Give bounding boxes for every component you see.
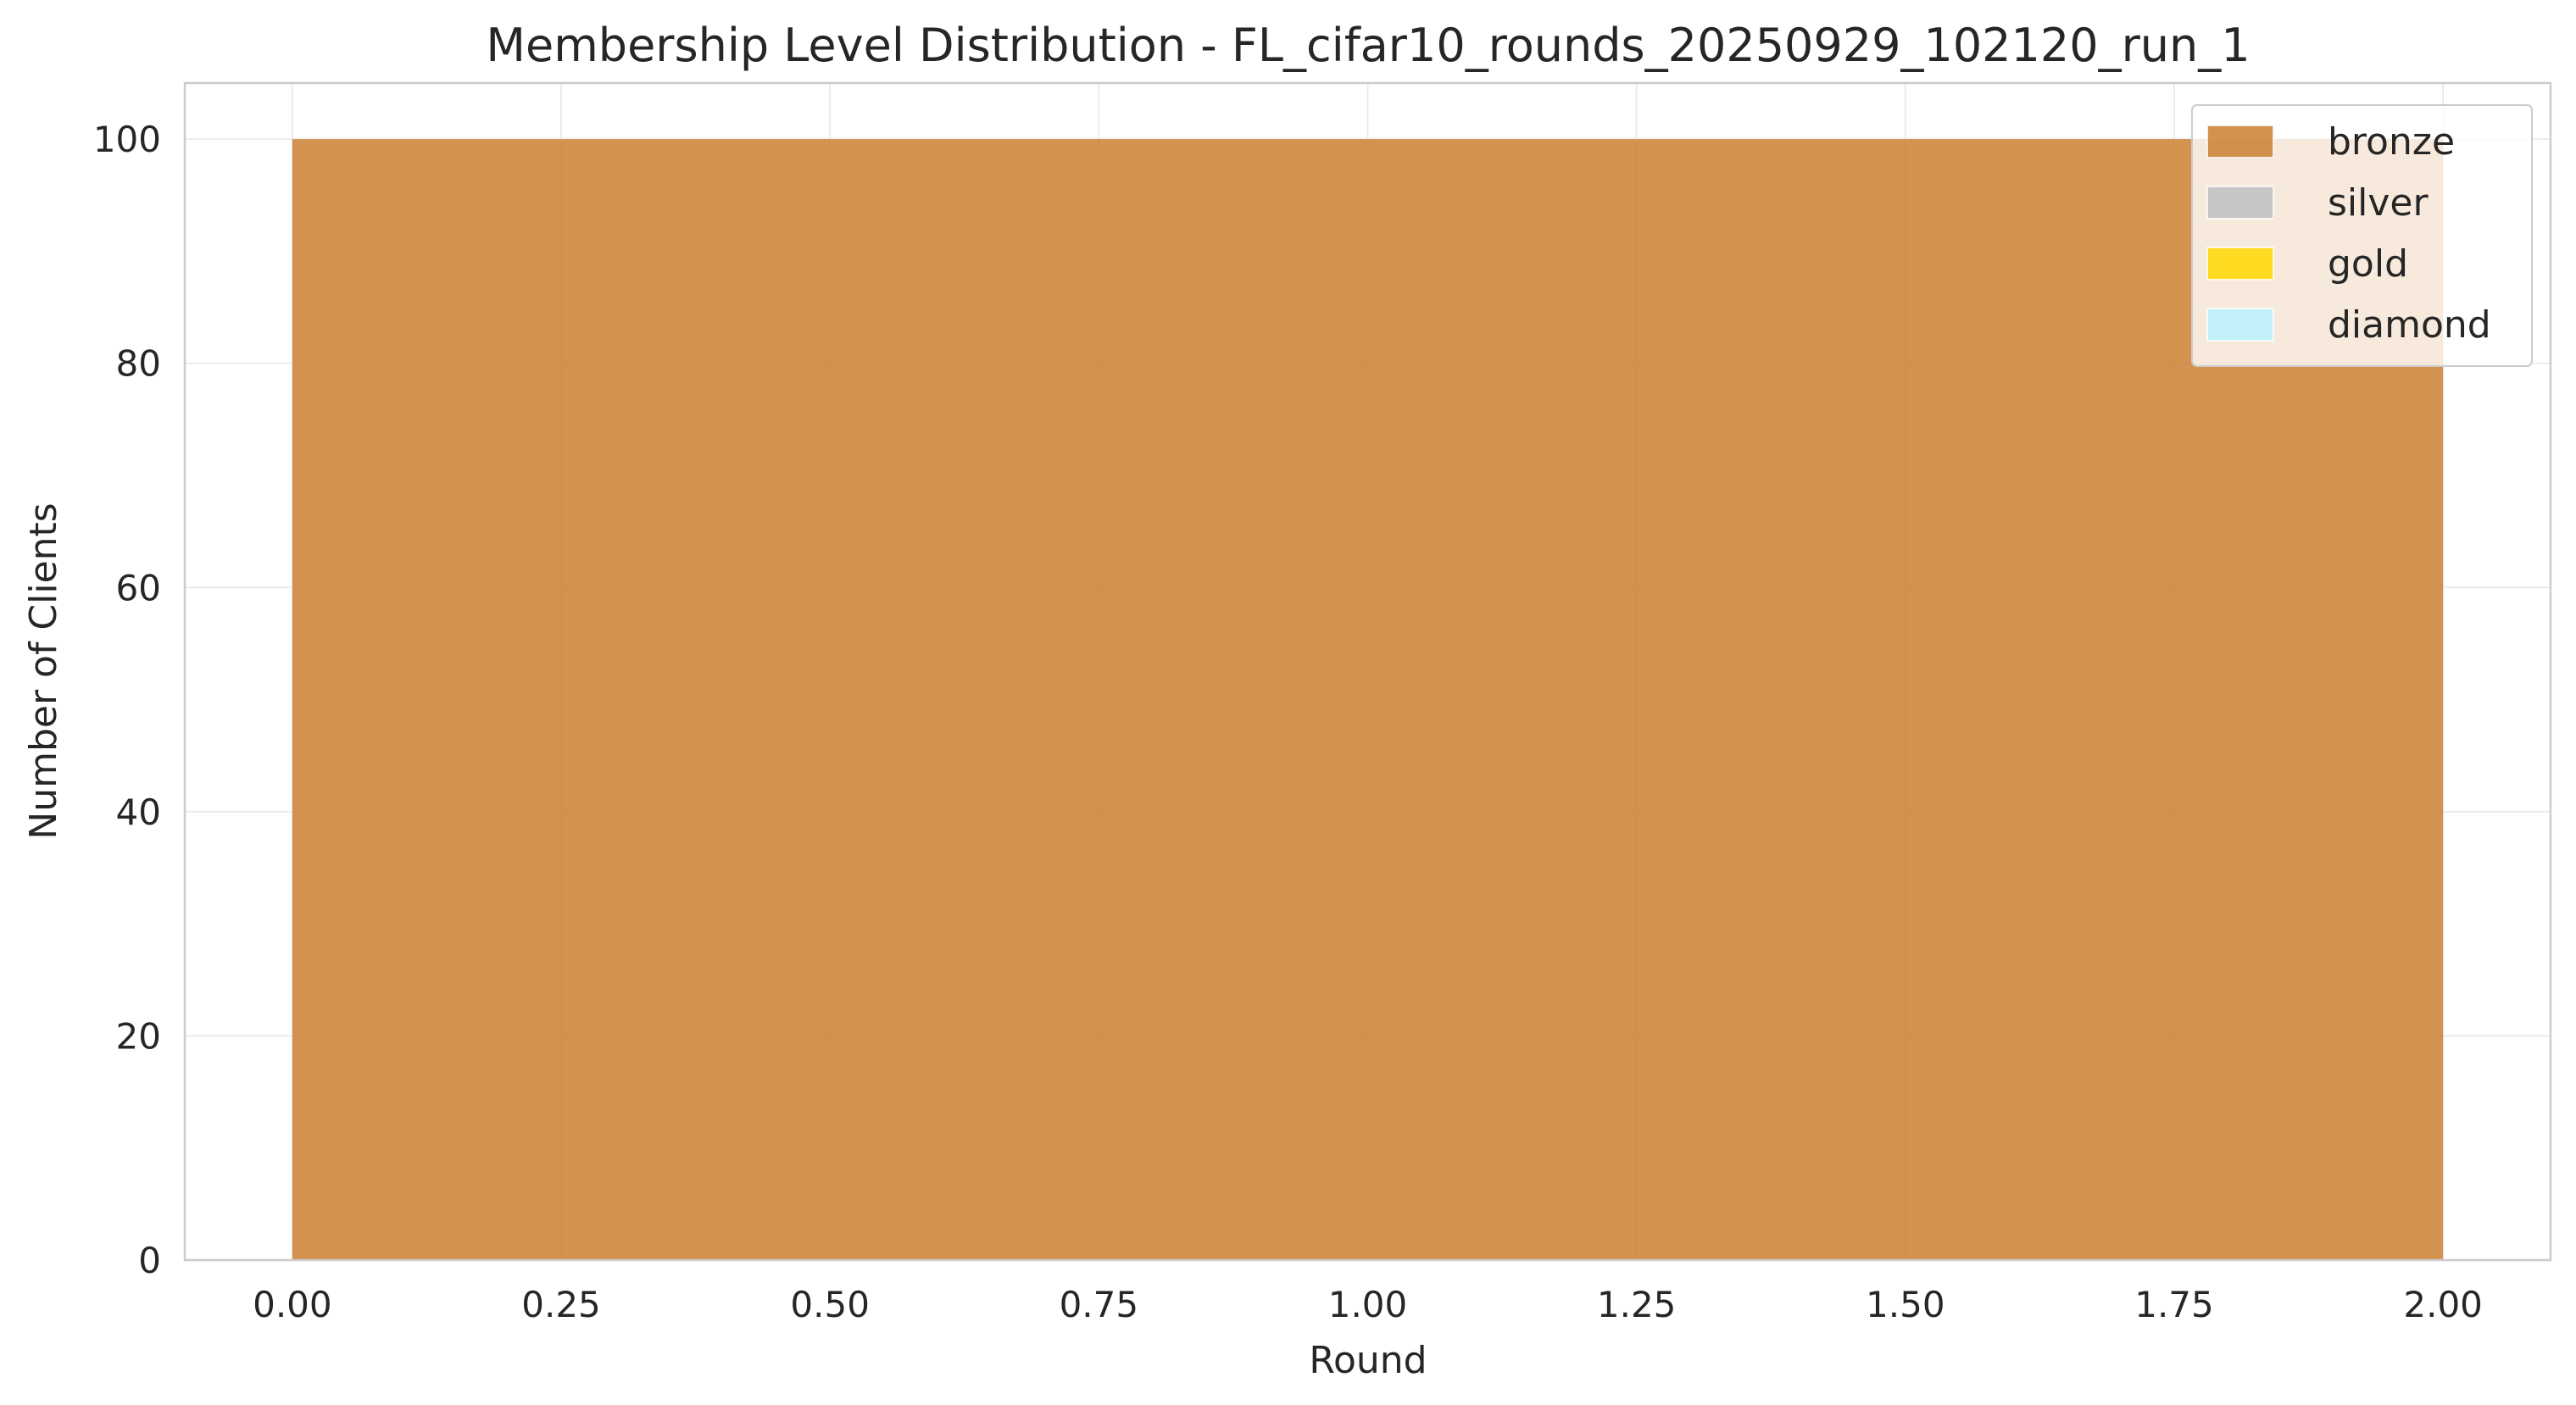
legend-label-gold: gold [2328,242,2408,286]
x-axis-ticks: 0.00 0.25 0.50 0.75 1.00 1.25 1.50 1.75 2.00 [253,1284,2483,1325]
chart-title: Membership Level Distribution - FL_cifar… [486,19,2250,72]
y-tick-label: 60 [116,567,161,608]
x-tick-label: 1.25 [1597,1284,1677,1325]
area-bronze [292,139,2444,1261]
x-tick-label: 2.00 [2403,1284,2483,1325]
legend-label-silver: silver [2328,181,2429,225]
legend-swatch-silver [2206,186,2274,219]
plot-frame [183,81,2552,1262]
x-tick-label: 0.00 [253,1284,332,1325]
y-tick-label: 0 [138,1240,161,1281]
x-tick-label: 1.50 [1866,1284,1945,1325]
x-tick-label: 0.25 [521,1284,601,1325]
y-tick-label: 40 [116,791,161,833]
legend-swatch-bronze [2206,125,2274,158]
x-axis-label: Round [1309,1339,1427,1382]
y-axis-ticks: 0 20 40 60 80 100 [93,119,161,1281]
x-tick-label: 1.75 [2134,1284,2214,1325]
legend-swatch-diamond [2206,308,2274,342]
legend-label-bronze: bronze [2328,120,2455,164]
legend-label-diamond: diamond [2328,303,2491,347]
x-tick-label: 0.50 [790,1284,870,1325]
legend-box [2191,104,2533,367]
y-tick-label: 20 [116,1015,161,1057]
legend-swatch-gold [2206,247,2274,280]
y-axis-label: Number of Clients [22,503,65,839]
y-tick-label: 100 [93,119,161,160]
area-series [292,139,2444,1261]
legend: bronze silver gold diamond [2191,104,2533,367]
y-tick-label: 80 [116,343,161,385]
x-tick-label: 1.00 [1328,1284,1408,1325]
x-tick-label: 0.75 [1060,1284,1139,1325]
